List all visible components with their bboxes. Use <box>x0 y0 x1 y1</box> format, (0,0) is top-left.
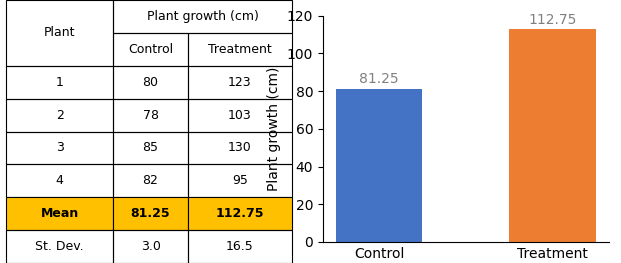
Y-axis label: Plant growth (cm): Plant growth (cm) <box>267 67 281 191</box>
Text: 78: 78 <box>143 109 158 122</box>
FancyBboxPatch shape <box>113 197 188 230</box>
Text: 103: 103 <box>228 109 252 122</box>
Text: Plant: Plant <box>44 26 75 39</box>
Text: 130: 130 <box>228 141 252 154</box>
Text: 123: 123 <box>228 76 252 89</box>
Text: 3.0: 3.0 <box>140 240 160 253</box>
Text: 2: 2 <box>56 109 63 122</box>
Text: 95: 95 <box>232 174 248 187</box>
Text: Mean: Mean <box>40 207 79 220</box>
FancyBboxPatch shape <box>188 197 292 230</box>
Text: 1: 1 <box>56 76 63 89</box>
Text: 16.5: 16.5 <box>226 240 254 253</box>
Bar <box>509 29 596 242</box>
Text: 4: 4 <box>56 174 63 187</box>
Text: 85: 85 <box>143 141 158 154</box>
Text: Control: Control <box>128 43 173 56</box>
Text: 81.25: 81.25 <box>130 207 170 220</box>
Text: 81.25: 81.25 <box>360 72 399 86</box>
Text: 82: 82 <box>143 174 158 187</box>
Text: 112.75: 112.75 <box>528 13 576 27</box>
Text: 112.75: 112.75 <box>215 207 264 220</box>
Text: Plant growth (cm): Plant growth (cm) <box>147 10 258 23</box>
FancyBboxPatch shape <box>6 197 113 230</box>
Text: Treatment: Treatment <box>208 43 272 56</box>
Bar <box>336 89 422 242</box>
Text: 80: 80 <box>143 76 158 89</box>
Text: 3: 3 <box>56 141 63 154</box>
Text: St. Dev.: St. Dev. <box>35 240 84 253</box>
